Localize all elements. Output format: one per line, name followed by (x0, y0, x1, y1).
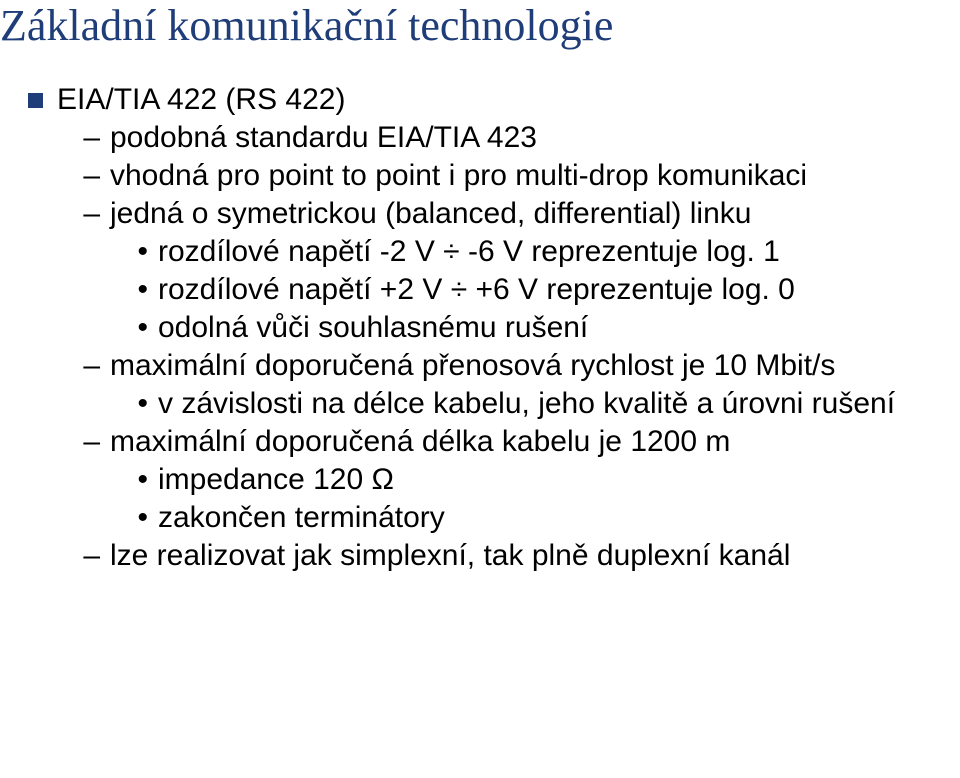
dot-bullet-icon: • (128, 309, 148, 347)
lvl3-text: odolná vůči souhlasnému rušení (158, 309, 960, 347)
lvl3-item: • rozdílové napětí +2 V ÷ +6 V reprezent… (0, 271, 960, 309)
lvl1-text: EIA/TIA 422 (RS 422) (57, 81, 960, 119)
dash-bullet-icon: – (78, 157, 100, 195)
dot-bullet-icon: • (128, 499, 148, 537)
lvl3-text: v závislosti na délce kabelu, jeho kvali… (158, 385, 960, 423)
lvl3-text: rozdílové napětí -2 V ÷ -6 V reprezentuj… (158, 233, 960, 271)
lvl3-item: • impedance 120 Ω (0, 461, 960, 499)
lvl3-text: rozdílové napětí +2 V ÷ +6 V reprezentuj… (158, 271, 960, 309)
square-bullet-icon (28, 93, 43, 108)
lvl2-item: – jedná o symetrickou (balanced, differe… (0, 195, 960, 233)
dash-bullet-icon: – (78, 423, 100, 461)
lvl3-item: • odolná vůči souhlasnému rušení (0, 309, 960, 347)
lvl2-item: – lze realizovat jak simplexní, tak plně… (0, 537, 960, 575)
lvl1-item: EIA/TIA 422 (RS 422) (0, 81, 960, 119)
dot-bullet-icon: • (128, 385, 148, 423)
dot-bullet-icon: • (128, 461, 148, 499)
dot-bullet-icon: • (128, 233, 148, 271)
lvl2-item: – vhodná pro point to point i pro multi-… (0, 157, 960, 195)
dash-bullet-icon: – (78, 347, 100, 385)
lvl3-item: • v závislosti na délce kabelu, jeho kva… (0, 385, 960, 423)
lvl3-text: impedance 120 Ω (158, 461, 960, 499)
dot-bullet-icon: • (128, 271, 148, 309)
lvl2-text: podobná standardu EIA/TIA 423 (110, 119, 960, 157)
dash-bullet-icon: – (78, 119, 100, 157)
dash-bullet-icon: – (78, 537, 100, 575)
dash-bullet-icon: – (78, 195, 100, 233)
lvl3-text: zakončen terminátory (158, 499, 960, 537)
lvl2-text: maximální doporučená přenosová rychlost … (110, 347, 960, 385)
slide-page: Základní komunikační technologie EIA/TIA… (0, 0, 960, 575)
lvl2-item: – maximální doporučená přenosová rychlos… (0, 347, 960, 385)
lvl3-item: • rozdílové napětí -2 V ÷ -6 V reprezent… (0, 233, 960, 271)
lvl3-item: • zakončen terminátory (0, 499, 960, 537)
lvl2-text: jedná o symetrickou (balanced, different… (110, 195, 960, 233)
lvl2-item: – maximální doporučená délka kabelu je 1… (0, 423, 960, 461)
lvl2-text: lze realizovat jak simplexní, tak plně d… (110, 537, 960, 575)
lvl2-text: maximální doporučená délka kabelu je 120… (110, 423, 960, 461)
page-title: Základní komunikační technologie (0, 0, 960, 51)
lvl2-item: – podobná standardu EIA/TIA 423 (0, 119, 960, 157)
lvl2-text: vhodná pro point to point i pro multi-dr… (110, 157, 960, 195)
